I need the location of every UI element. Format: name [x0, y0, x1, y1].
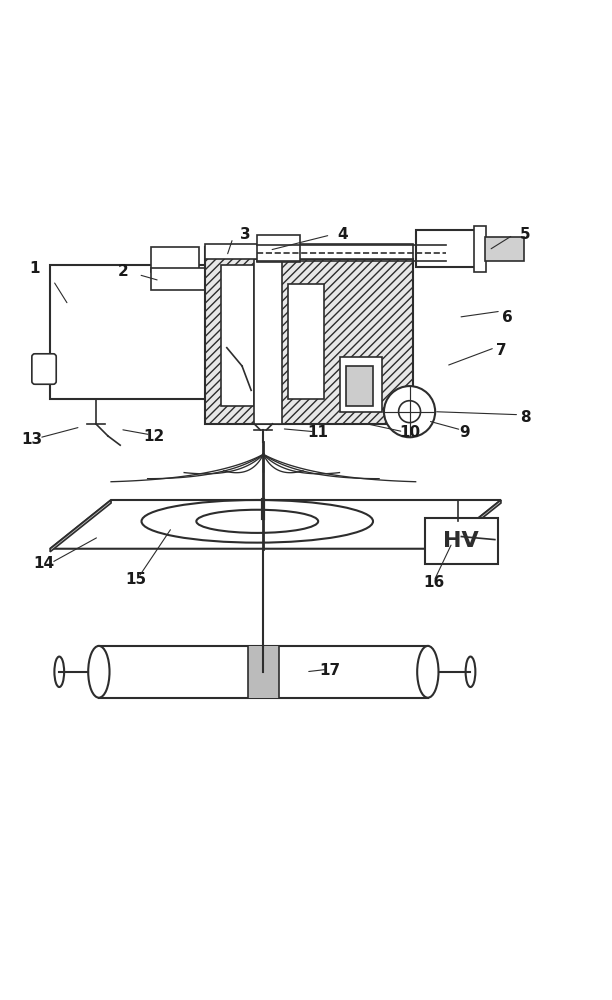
Text: 17: 17 — [320, 663, 341, 678]
Bar — [151, 247, 200, 272]
FancyBboxPatch shape — [32, 354, 56, 384]
Polygon shape — [440, 500, 501, 552]
Polygon shape — [50, 500, 501, 549]
Text: 8: 8 — [520, 410, 531, 425]
Ellipse shape — [417, 646, 439, 698]
Bar — [206, 247, 278, 424]
Ellipse shape — [54, 657, 64, 687]
Bar — [254, 259, 282, 424]
Bar — [340, 357, 382, 412]
Bar — [346, 366, 373, 406]
Bar — [474, 226, 486, 272]
Bar — [221, 265, 254, 406]
Text: HV: HV — [444, 531, 479, 551]
Text: 11: 11 — [308, 425, 329, 440]
Bar — [288, 284, 324, 399]
Bar — [206, 244, 412, 259]
FancyBboxPatch shape — [425, 518, 498, 564]
Text: 10: 10 — [399, 425, 420, 440]
Text: 16: 16 — [424, 575, 444, 590]
Bar — [485, 237, 524, 261]
Ellipse shape — [466, 657, 476, 687]
Circle shape — [398, 401, 420, 423]
Bar — [151, 268, 206, 290]
Polygon shape — [50, 500, 111, 552]
Text: 5: 5 — [520, 227, 531, 242]
Text: 3: 3 — [240, 227, 250, 242]
Text: 4: 4 — [337, 227, 348, 242]
Ellipse shape — [88, 646, 110, 698]
Text: 12: 12 — [143, 429, 164, 444]
Text: 2: 2 — [118, 264, 129, 279]
Text: 7: 7 — [496, 343, 506, 358]
Bar — [99, 646, 428, 698]
Bar — [50, 265, 209, 399]
Text: 9: 9 — [459, 425, 470, 440]
Bar — [278, 259, 412, 424]
Text: 15: 15 — [125, 572, 146, 587]
Text: 13: 13 — [21, 432, 42, 447]
Circle shape — [384, 386, 435, 437]
Text: 1: 1 — [29, 261, 40, 276]
Bar — [257, 235, 300, 262]
Text: 6: 6 — [502, 310, 512, 325]
Bar — [248, 646, 278, 698]
Bar — [416, 230, 477, 267]
Text: 14: 14 — [34, 556, 54, 571]
